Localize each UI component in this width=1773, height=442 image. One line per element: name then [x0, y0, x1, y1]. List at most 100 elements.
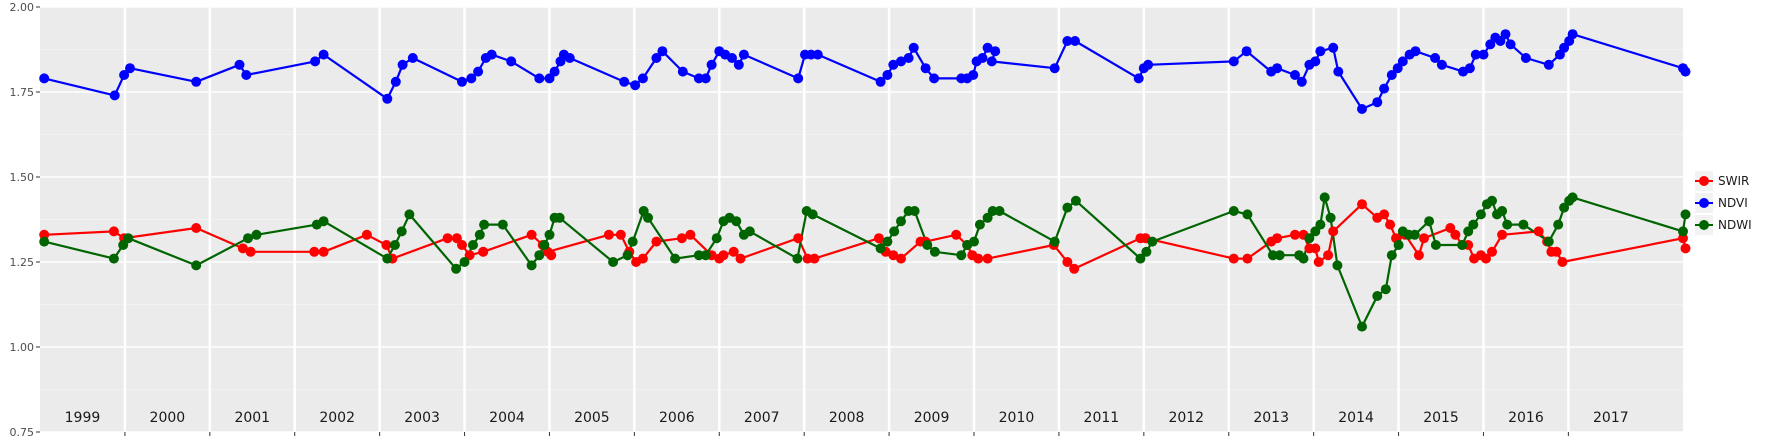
- ndvi-point: [1296, 76, 1307, 87]
- swir-point: [1290, 229, 1300, 240]
- swir-point: [896, 253, 906, 264]
- ndvi-point: [1397, 56, 1408, 67]
- ndvi-point: [1328, 42, 1339, 53]
- ndwi-point: [1543, 236, 1554, 247]
- ndvi-point: [1559, 42, 1570, 53]
- ndvi-point: [1290, 70, 1300, 80]
- ndvi-point: [1478, 49, 1489, 60]
- ndwi-point: [1315, 219, 1326, 230]
- swir-point: [1357, 199, 1367, 210]
- ndwi-point: [627, 236, 638, 247]
- grid-major: [40, 6, 1683, 433]
- year-label: 2011: [1084, 410, 1120, 426]
- swir-point: [951, 229, 962, 240]
- ndvi-point: [1272, 63, 1283, 74]
- swir-point: [1323, 250, 1334, 261]
- swir-point: [318, 246, 329, 257]
- ndwi-point: [1325, 212, 1336, 223]
- swir-point: [1313, 257, 1324, 267]
- ndvi-point: [1680, 66, 1691, 77]
- swir-point: [1557, 257, 1568, 267]
- ndwi-point: [451, 263, 462, 274]
- swir-point: [108, 226, 119, 237]
- ndwi-point: [1070, 195, 1081, 206]
- ndwi-point: [1468, 219, 1479, 230]
- ndwi-point: [1680, 209, 1691, 220]
- ndvi-point: [1470, 49, 1481, 60]
- ndvi-point: [1049, 63, 1060, 74]
- ndwi-point: [191, 260, 202, 271]
- ndvi-point: [1372, 97, 1383, 108]
- ndvi-point: [1228, 56, 1239, 67]
- ndvi-point: [706, 59, 717, 70]
- ndwi-point: [474, 229, 485, 240]
- ndwi-point: [1678, 226, 1688, 237]
- ndwi-point: [389, 240, 400, 250]
- ndwi-point: [1298, 253, 1309, 264]
- ndwi-point: [539, 240, 550, 250]
- ndwi-point: [1424, 216, 1435, 227]
- ndwi-point: [896, 216, 906, 227]
- swir-point: [1413, 250, 1424, 261]
- swir-point: [1272, 233, 1283, 244]
- year-label: 2017: [1593, 410, 1629, 426]
- ndvi-point: [990, 46, 1001, 57]
- year-label: 2016: [1508, 410, 1544, 426]
- ndvi-point: [1495, 36, 1506, 46]
- ndvi-point: [637, 73, 648, 84]
- swir-point: [1385, 219, 1396, 230]
- ndwi-point: [711, 233, 722, 244]
- ndvi-point: [793, 73, 804, 84]
- legend-key-point: [1699, 198, 1709, 208]
- ndwi-point: [1147, 236, 1158, 247]
- swir-point: [718, 250, 729, 261]
- swir-point: [1242, 253, 1253, 264]
- ndvi-point: [1070, 36, 1080, 46]
- ndvi-point: [812, 49, 823, 60]
- ndvi-point: [390, 76, 401, 87]
- y-tick-label: 1.25: [10, 256, 35, 269]
- ndwi-point: [118, 240, 129, 250]
- ndvi-point: [234, 59, 245, 70]
- legend: SWIR NDVI NDWI: [1695, 171, 1752, 235]
- ndvi-point: [968, 70, 979, 80]
- ndwi-point: [1502, 219, 1513, 230]
- ndvi-point: [619, 76, 630, 87]
- ndvi-point: [1567, 29, 1578, 40]
- swir-point: [442, 233, 453, 244]
- swir-point: [309, 246, 320, 257]
- ndvi-point: [191, 76, 202, 87]
- swir-point: [873, 233, 884, 244]
- swir-point: [735, 253, 746, 264]
- ndvi-point: [657, 46, 668, 57]
- ndvi-point: [382, 93, 393, 104]
- ndvi-point: [929, 73, 940, 84]
- year-labels: 1999 2000 2001 2002 2003 2004 2005 2006 2007 2008…: [65, 410, 1629, 426]
- swir-point: [1328, 226, 1339, 237]
- year-label: 2012: [1168, 410, 1204, 426]
- ndwi-point: [889, 226, 900, 237]
- ndwi-point: [251, 229, 262, 240]
- ndvi-point: [241, 70, 252, 80]
- ndvi-point: [1520, 53, 1531, 63]
- swir-point: [478, 246, 489, 257]
- ndvi-point: [564, 53, 575, 63]
- ndwi-point: [807, 209, 818, 220]
- y-tick-label: 1.50: [10, 171, 35, 184]
- year-label: 2000: [150, 410, 186, 426]
- ndwi-point: [1242, 209, 1253, 220]
- ndwi-point: [123, 233, 134, 244]
- ndvi-point: [738, 49, 749, 60]
- ndwi-point: [700, 250, 711, 261]
- swir-point: [1379, 209, 1390, 220]
- year-label: 2002: [319, 410, 355, 426]
- ndwi-point: [994, 206, 1005, 216]
- ndwi-point: [956, 250, 967, 261]
- ndvi-point: [1379, 83, 1390, 94]
- ndwi-point: [1567, 192, 1578, 203]
- ndwi-point: [479, 219, 490, 230]
- ndvi-point: [549, 66, 560, 77]
- ndwi-point: [974, 219, 985, 230]
- ndvi-point: [1062, 36, 1073, 46]
- ndvi-point: [920, 63, 931, 74]
